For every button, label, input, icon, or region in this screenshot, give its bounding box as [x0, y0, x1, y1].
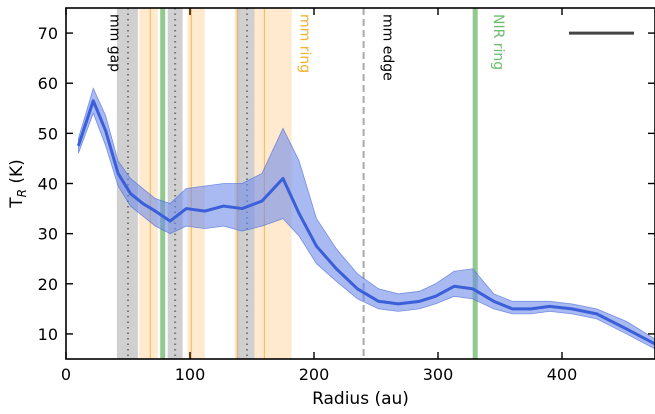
- mm-ring-band-1: [187, 8, 205, 359]
- x-tick-label: 0: [61, 365, 71, 384]
- uncertainty-band-0: [78, 87, 655, 350]
- x-tick-label: 300: [423, 365, 454, 384]
- mm-ring-band-0: [139, 8, 158, 359]
- y-tick-label: 10: [38, 325, 58, 344]
- x-axis-label: Radius (au): [312, 389, 409, 409]
- y-tick-label: 60: [38, 74, 58, 93]
- nir-ring-line-0: [160, 8, 166, 359]
- annotation-gap: mm gap: [107, 14, 123, 72]
- y-tick-label: 70: [38, 24, 58, 43]
- nir-ring-line-1: [472, 8, 478, 359]
- y-axis-label-unit: (K): [7, 159, 27, 189]
- y-tick-label: 40: [38, 175, 58, 194]
- annotation-edge: mm edge: [379, 14, 395, 81]
- y-tick-label: 30: [38, 225, 58, 244]
- y-axis-label: TR (K): [7, 159, 29, 209]
- annotation-nir: NIR ring: [490, 14, 506, 70]
- y-tick-label: 20: [38, 275, 58, 294]
- x-tick-label: 100: [175, 365, 206, 384]
- y-axis-label-main: T: [7, 197, 27, 209]
- data-layer: [76, 87, 655, 350]
- x-tick-label: 400: [547, 365, 578, 384]
- annotation-ring: mm ring: [296, 14, 312, 73]
- y-tick-label: 50: [38, 124, 58, 143]
- annotations: mm gap mm ring mm edge NIR ring: [107, 14, 506, 81]
- y-axis-label-subscript: R: [15, 189, 29, 197]
- temperature-line-0: [76, 99, 655, 346]
- mm-gap-band-1: [167, 8, 183, 359]
- axes: 0 100 200 300 400 10 20 30 40 50 60 70: [38, 8, 655, 384]
- x-tick-label: 200: [299, 365, 330, 384]
